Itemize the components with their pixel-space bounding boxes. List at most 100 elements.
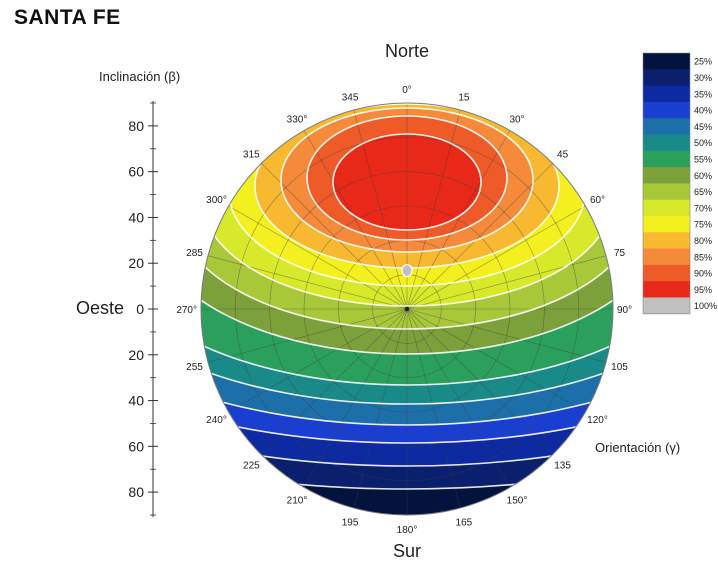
- contour-line: [201, 103, 613, 405]
- grid-radial: [207, 255, 408, 310]
- legend-swatch: [643, 183, 690, 201]
- center-dot: [404, 306, 410, 312]
- legend-swatch: [643, 134, 690, 152]
- legend-swatch: [643, 85, 690, 103]
- contour-line: [201, 103, 613, 426]
- grid-radial: [406, 308, 511, 488]
- grid-radial: [303, 130, 408, 310]
- legend-label: 40%: [694, 106, 712, 116]
- legend-label: 85%: [694, 252, 712, 262]
- orientation-tick-label: 30°: [509, 115, 524, 126]
- legend-label: 70%: [694, 203, 712, 213]
- orientation-tick-label: 90°: [617, 305, 632, 316]
- legend-swatch: [643, 264, 690, 282]
- inclination-tick-label: 0: [136, 301, 144, 317]
- legend-swatch: [643, 101, 690, 119]
- grid-radial: [406, 205, 586, 310]
- legend-swatch: [643, 216, 690, 233]
- legend-swatch: [643, 248, 690, 266]
- inclination-tick-label: 80: [128, 118, 144, 134]
- grid-radial: [261, 308, 408, 455]
- legend-swatch: [643, 281, 690, 298]
- grid-radial: [406, 308, 607, 363]
- legend-label: 60%: [694, 171, 712, 181]
- orientation-tick-label: 315: [243, 149, 260, 160]
- orientation-tick-label: 75: [614, 248, 626, 259]
- inclination-tick-label: 20: [128, 347, 144, 363]
- orientation-tick-label: 330°: [287, 115, 308, 126]
- legend-swatch: [643, 167, 690, 184]
- inclination-axis-label: Inclinación (β): [99, 69, 180, 84]
- orientation-tick-label: 255: [186, 362, 203, 373]
- legend-label: 95%: [694, 285, 712, 295]
- orientation-tick-label: 210°: [287, 496, 308, 507]
- inclination-tick-label: 40: [128, 209, 144, 225]
- contour-line: [201, 103, 613, 467]
- legend-swatch: [643, 199, 690, 217]
- orientation-tick-label: 150°: [507, 496, 528, 507]
- inclination-axis: 80 60 40 20 0 20 40 60 80: [128, 101, 158, 517]
- polar-grid: [201, 103, 613, 515]
- grid-radial: [406, 130, 511, 310]
- disk-outline: [200, 102, 614, 516]
- legend-swatch: [643, 297, 690, 315]
- contour-line: [201, 103, 613, 444]
- legend-label: 75%: [694, 220, 712, 230]
- grid-radial: [228, 308, 408, 413]
- grid-radial: [406, 255, 607, 310]
- legend-swatch: [643, 69, 690, 86]
- orientation-tick-label: 345: [342, 93, 359, 104]
- color-legend: 25% 30% 35% 40% 45% 50% 55% 60% 65% 70% 75% 80% 85% 9…: [642, 52, 717, 315]
- legend-label: 80%: [694, 236, 712, 246]
- contour-line: [201, 103, 613, 330]
- legend-swatch: [643, 150, 690, 168]
- orientation-tick-label: 60°: [590, 195, 605, 206]
- orientation-tick-label: 120°: [587, 415, 608, 426]
- inclination-tick-label: 40: [128, 393, 144, 409]
- contour-line: [201, 103, 613, 355]
- orientation-tick-label: 15: [458, 93, 470, 104]
- inclination-tick-label: 60: [128, 164, 144, 180]
- orientation-tick-label: 240°: [206, 415, 227, 426]
- grid-radial: [353, 308, 408, 509]
- inclination-tick-label: 60: [128, 438, 144, 454]
- contour-line: [280, 107, 534, 253]
- legend-label: 50%: [694, 138, 712, 148]
- legend-label: 30%: [694, 73, 712, 83]
- grid-radial: [406, 308, 461, 509]
- grid-radial: [406, 308, 553, 455]
- orientation-tick-label: 135: [554, 461, 571, 472]
- contour-line: [332, 133, 482, 231]
- direction-south: Sur: [393, 541, 421, 561]
- orientation-tick-label: 45: [557, 149, 569, 160]
- grid-radial: [228, 205, 408, 310]
- grid-radial: [303, 308, 408, 488]
- page-title: SANTA FE: [14, 6, 121, 29]
- legend-label: 65%: [694, 187, 712, 197]
- legend-label: 45%: [694, 122, 712, 132]
- orientation-tick-label: 270°: [176, 305, 197, 316]
- orientation-axis-label: Orientación (γ): [595, 440, 680, 455]
- legend-swatch: [643, 118, 690, 135]
- legend-label: 90%: [694, 269, 712, 279]
- orientation-tick-label: 180°: [397, 525, 418, 536]
- legend-swatch: [643, 232, 690, 249]
- orientation-tick-label: 285: [186, 248, 203, 259]
- grid-radial: [406, 308, 586, 413]
- markers: [401, 263, 413, 312]
- legend-frame: [642, 52, 691, 315]
- orientation-tick-labels: 0° 15 30° 45 60° 75 90° 105 120° 135 150° 165 180° 19…: [176, 85, 632, 536]
- legend-label: 100%: [694, 301, 717, 311]
- legend-label: 35%: [694, 89, 712, 99]
- legend-swatch: [643, 53, 690, 70]
- direction-west: Oeste: [76, 298, 124, 318]
- orientation-tick-label: 0°: [402, 85, 412, 96]
- contour-line: [201, 103, 613, 490]
- legend-label: 55%: [694, 155, 712, 165]
- inclination-tick-label: 80: [128, 484, 144, 500]
- contour-line: [306, 115, 508, 241]
- grid-radial: [207, 308, 408, 363]
- legend-label: 25%: [694, 57, 712, 67]
- orientation-tick-label: 165: [456, 518, 473, 529]
